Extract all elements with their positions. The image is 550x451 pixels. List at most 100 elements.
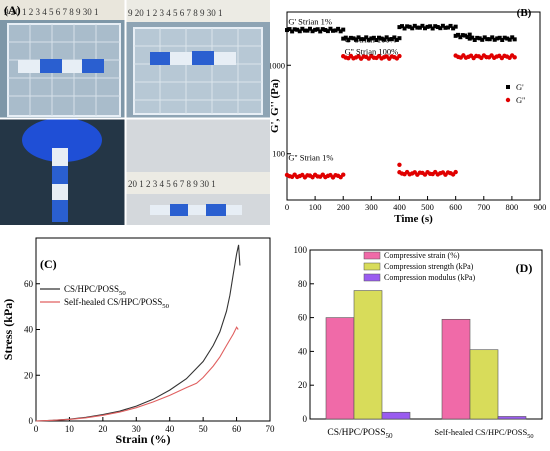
legend-label-1-main: Self-healed CS/HPC/POSS [64, 297, 162, 307]
gel-hang-blue-1 [52, 166, 68, 184]
g-prime-point [417, 25, 422, 30]
gel-white-4 [214, 52, 236, 65]
gel-hang-white-1 [52, 148, 68, 166]
ruler-tr [126, 0, 270, 22]
gel-white-2 [62, 60, 82, 73]
x-tick-label: 900 [534, 202, 547, 212]
g-prime-point [440, 23, 445, 28]
y-axis-label: Stress (kPa) [1, 299, 15, 360]
g-prime-point [443, 25, 448, 30]
g-prime-point [320, 27, 325, 32]
g-prime-point [382, 37, 387, 42]
panel-a-label: (A) [4, 3, 21, 17]
g-prime-point [490, 35, 495, 40]
g-prime-point [318, 29, 323, 34]
gel-hang-white-2 [52, 184, 68, 200]
gel-white-3 [170, 52, 192, 65]
g-prime-point [458, 35, 463, 40]
x-tick-label: 200 [337, 202, 350, 212]
g-prime-point [460, 33, 465, 38]
g-prime-point [487, 37, 492, 42]
legend-label-0-subscript: 50 [119, 290, 126, 297]
g-prime-point [430, 26, 435, 31]
y-tick-label: 100 [294, 245, 308, 255]
g-prime-point [341, 36, 346, 41]
bar [353, 290, 383, 420]
category-label-0: CS/HPC/POSS50 [327, 428, 393, 440]
panel-c-chart: 0 10 20 30 40 50 60 70 Strain (%) 0 20 40 60 Stress (… [0, 228, 280, 451]
g-prime-point [510, 35, 515, 40]
g-prime-point [361, 37, 366, 42]
g-prime-point [428, 24, 433, 29]
x-tick-label: 100 [309, 202, 322, 212]
g-prime-point [379, 36, 384, 41]
category-label-1: Self-healed CS/HPC/POSS50 [434, 427, 533, 440]
g-prime-point [369, 36, 374, 41]
g-prime-point [285, 28, 289, 33]
g-prime-point [467, 36, 472, 41]
x-tick-label: 20 [98, 424, 108, 434]
x-tick-label: 400 [393, 202, 406, 212]
y-tick-label: 20 [24, 370, 34, 380]
g-prime-point [397, 36, 402, 41]
g-prime-point [325, 29, 330, 34]
g-prime-point [482, 35, 487, 40]
x-axis-label: Strain (%) [116, 432, 171, 446]
x-axis-label: Time (s) [394, 213, 433, 225]
y-tick-label: 60 [298, 313, 308, 323]
plot-frame [286, 11, 541, 201]
g-prime-point [456, 32, 461, 37]
g-prime-point [292, 27, 297, 32]
legend-label-g-prime: G' [516, 82, 524, 92]
panel-c-label: (C) [40, 257, 57, 271]
g-prime-point [507, 37, 512, 42]
gel-stretch-white-3 [226, 205, 242, 215]
category-label-1-main: Self-healed CS/HPC/POSS [434, 427, 527, 437]
legend-label-0: CS/HPC/POSS50 [64, 284, 126, 297]
g-prime-point [297, 29, 302, 34]
g-prime-point [420, 23, 425, 28]
g-prime-point [305, 28, 310, 33]
g-prime-point [453, 24, 458, 29]
g-prime-point [451, 26, 456, 31]
panel-a-photos: 9 20 1 2 3 4 5 6 7 8 9 30 1 9 20 1 2 3 4… [0, 0, 270, 225]
gel-white-1 [18, 60, 40, 73]
x-tick-label: 30 [132, 424, 142, 434]
g-prime-point [407, 24, 412, 29]
g-prime-point [423, 26, 427, 31]
legend-label-1-subscript: 50 [162, 303, 169, 310]
g-prime-point [397, 25, 402, 30]
g-prime-point [313, 27, 318, 32]
y-tick-label: 40 [24, 325, 34, 335]
ruler-tl-digits: 9 20 1 2 3 4 5 6 7 8 9 30 1 [4, 7, 99, 17]
annotation: G'' Strian 1% [288, 152, 333, 162]
x-tick-label: 700 [477, 202, 490, 212]
y-tick-label: 1000 [270, 60, 285, 70]
g-prime-point [394, 37, 399, 42]
chart-b-svg: 0 100 200 300 400 500 600 700 800 900 Time (s) 100 1… [270, 7, 547, 225]
ruler-tr-digits: 9 20 1 2 3 4 5 6 7 8 9 30 1 [128, 8, 223, 18]
g-prime-point [438, 26, 443, 31]
g-prime-point [453, 33, 458, 38]
x-tick-label: 0 [285, 202, 289, 212]
y-tick-label: 0 [303, 414, 308, 424]
g-prime-point [477, 36, 482, 41]
g-prime-point [331, 28, 335, 33]
panel-d-chart: 0 20 40 60 80 100 CS/HPC/POSS50 Self-healed CS/… [280, 228, 550, 451]
glove-shape [22, 118, 102, 162]
g-prime-point [472, 37, 477, 42]
y-tick-label: 20 [298, 380, 308, 390]
g-prime-point [448, 23, 453, 28]
bar [469, 349, 499, 420]
g-double-prime-point [397, 53, 402, 59]
g-prime-point [505, 36, 510, 41]
x-tick-label: 10 [65, 424, 75, 434]
x-tick-label: 50 [199, 424, 209, 434]
g-prime-point [366, 37, 371, 42]
g-prime-point [364, 35, 369, 40]
legend-label-0: Compressive strain (%) [384, 251, 460, 260]
g-prime-point [485, 37, 490, 42]
g-prime-point [333, 28, 338, 33]
g-prime-point [346, 37, 351, 42]
